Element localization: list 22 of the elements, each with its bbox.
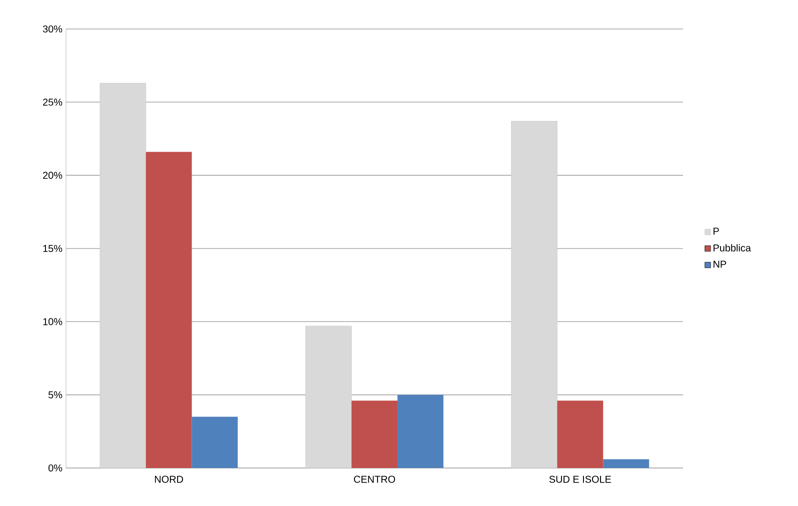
legend-label: NP <box>714 260 726 268</box>
bar <box>100 82 146 468</box>
bar <box>557 400 604 468</box>
bar <box>352 400 398 468</box>
legend-label: P <box>714 228 719 235</box>
y-tick-label: 15% <box>43 244 62 252</box>
y-tick-label: 0% <box>48 464 62 472</box>
y-tick-label: 20% <box>43 172 62 179</box>
y-tick-label: 30% <box>42 25 62 33</box>
bar <box>603 459 650 468</box>
x-tick-label: SUD E ISOLE <box>549 476 612 483</box>
bar <box>305 326 352 468</box>
x-tick-label: NORD <box>154 476 184 483</box>
y-tick-label: 10% <box>43 318 62 326</box>
y-tick-label: 5% <box>48 391 62 398</box>
bar <box>146 152 192 468</box>
bar <box>192 416 238 468</box>
x-tick-label: CENTRO <box>354 476 396 483</box>
y-tick-label: 25% <box>43 98 62 106</box>
bar <box>511 120 558 468</box>
bar <box>397 394 444 468</box>
legend-label: Pubblica <box>714 244 751 252</box>
